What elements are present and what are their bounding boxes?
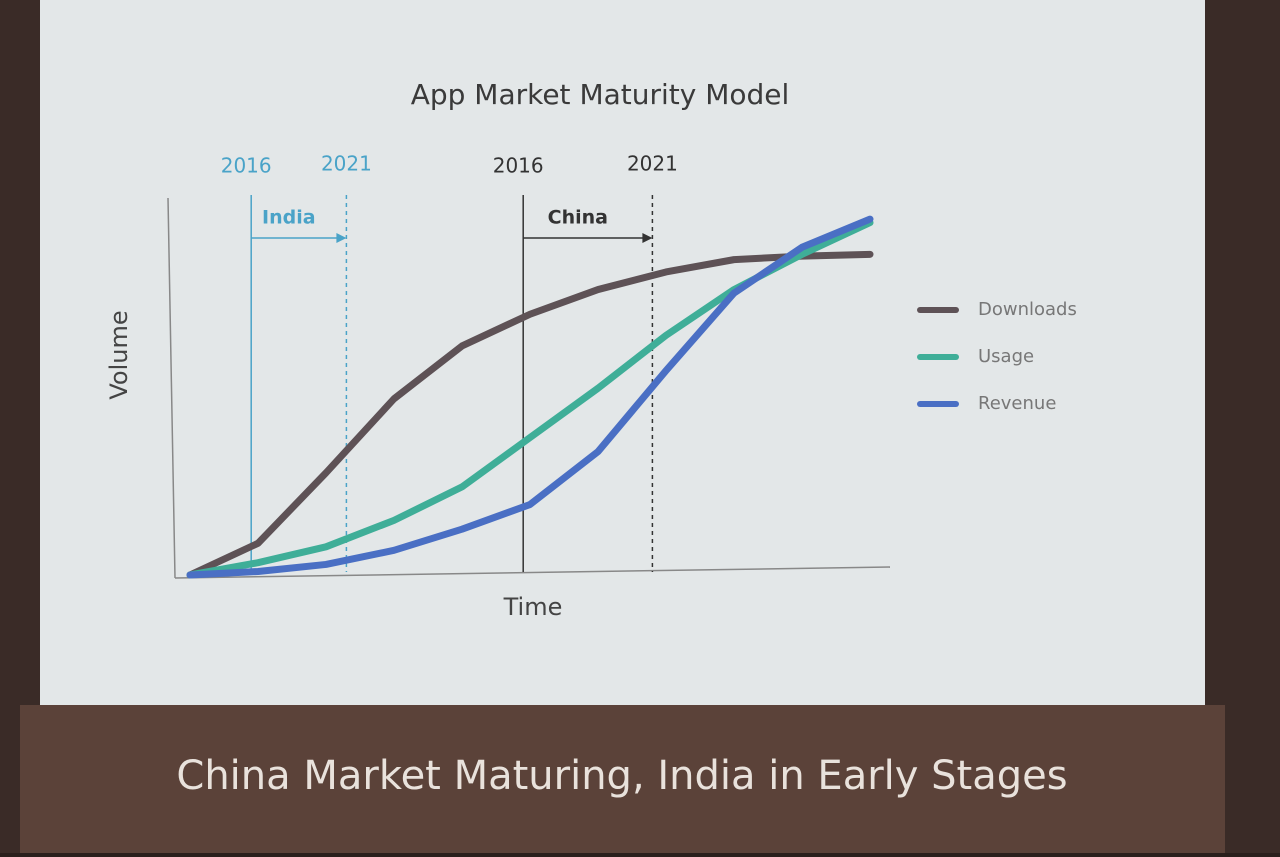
y-axis: [167, 197, 176, 579]
x-axis-label: Time: [503, 593, 563, 621]
chart-title: App Market Maturity Model: [411, 78, 790, 111]
slide: [40, 0, 1205, 722]
y-axis-label: Volume: [105, 310, 133, 399]
period-end-label: 2021: [627, 152, 678, 176]
period-end-label: 2021: [321, 152, 372, 176]
series-line: [186, 250, 874, 579]
period-label: China: [548, 207, 608, 229]
period-label: India: [262, 207, 316, 229]
period-arrowhead: [336, 233, 347, 243]
period-start-label: 2016: [221, 154, 272, 178]
legend-label: Revenue: [978, 393, 1056, 414]
legend-label: Downloads: [978, 299, 1077, 320]
period-arrowhead: [642, 233, 653, 243]
legend-label: Usage: [978, 346, 1034, 367]
series-line: [186, 215, 874, 579]
period-start-label: 2016: [493, 154, 544, 178]
footer-band: [20, 705, 1225, 853]
x-axis: [174, 566, 891, 579]
footer-text: China Market Maturing, India in Early St…: [176, 753, 1067, 799]
